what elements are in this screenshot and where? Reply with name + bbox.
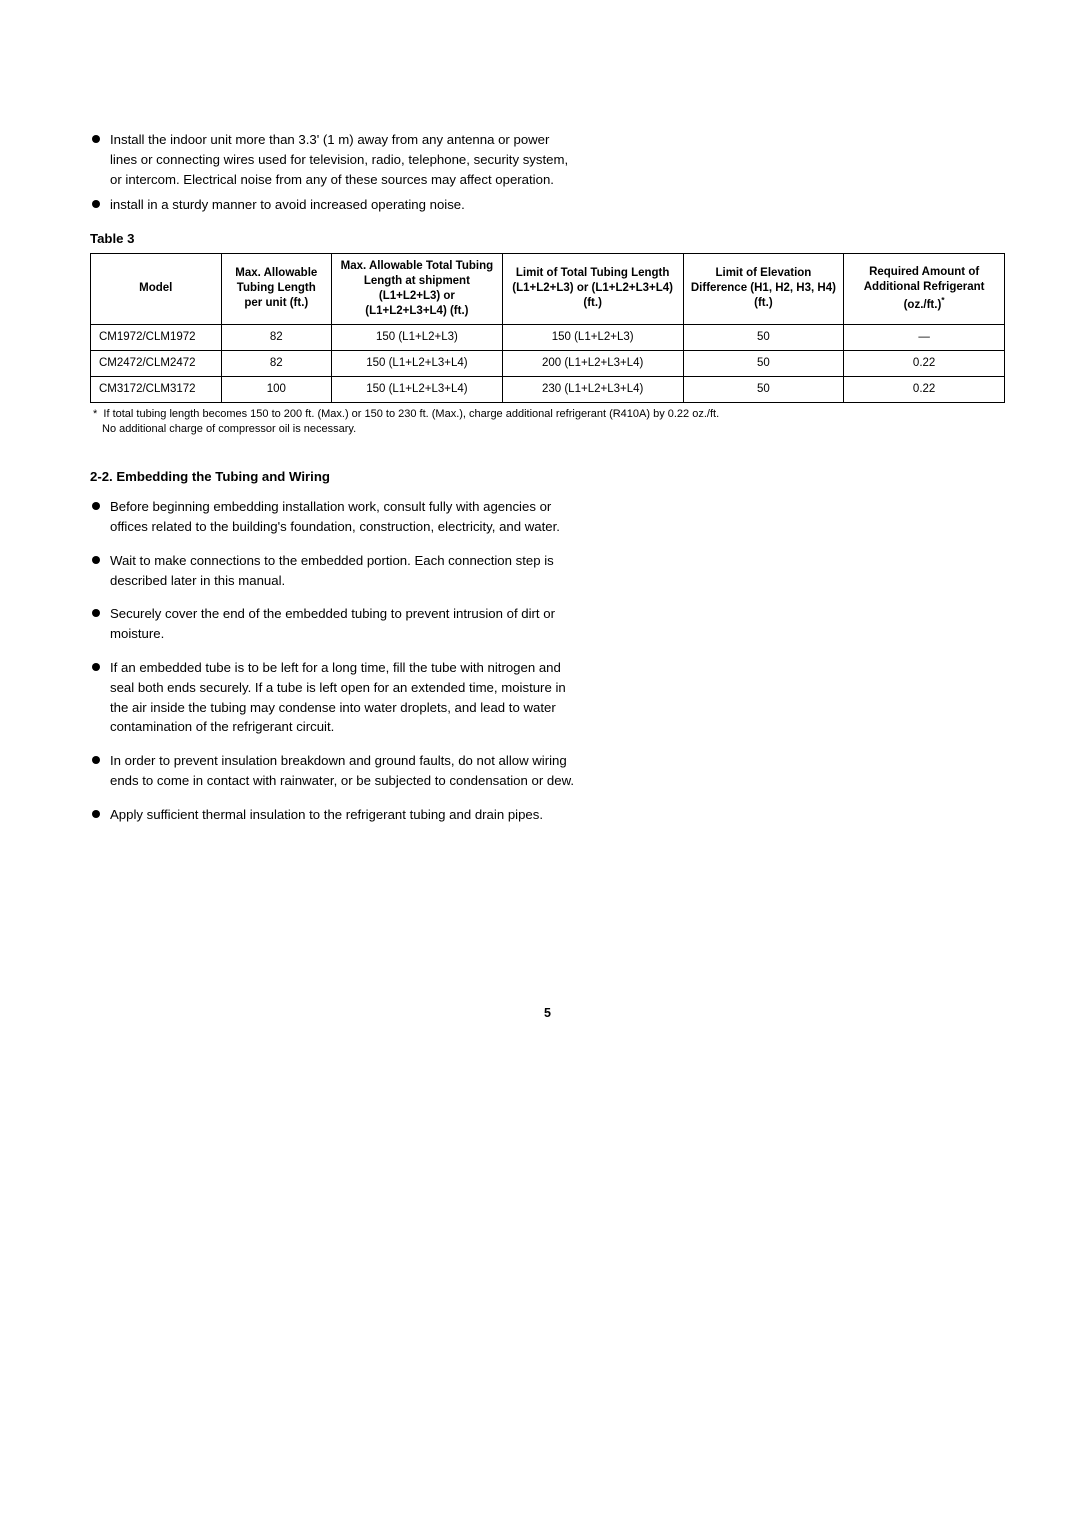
cell: 82: [221, 350, 331, 376]
cell: 100: [221, 376, 331, 402]
col-header: Limit of Total Tubing Length (L1+L2+L3) …: [502, 253, 683, 324]
footnote-text: No additional charge of compressor oil i…: [102, 423, 356, 435]
section-bullet-list: Before beginning embedding installation …: [90, 497, 580, 824]
list-item: Securely cover the end of the embedded t…: [90, 604, 580, 644]
cell: 230 (L1+L2+L3+L4): [502, 376, 683, 402]
footnote-text: If total tubing length becomes 150 to 20…: [103, 408, 719, 420]
cell: 150 (L1+L2+L3): [502, 324, 683, 350]
footnote-marker: *: [93, 408, 97, 420]
cell: 150 (L1+L2+L3+L4): [332, 350, 503, 376]
table-row: CM2472/CLM2472 82 150 (L1+L2+L3+L4) 200 …: [91, 350, 1005, 376]
list-item: Install the indoor unit more than 3.3' (…: [90, 130, 580, 189]
cell: 0.22: [844, 350, 1005, 376]
cell-model: CM2472/CLM2472: [91, 350, 222, 376]
list-item: In order to prevent insulation breakdown…: [90, 751, 580, 791]
table-row: CM1972/CLM1972 82 150 (L1+L2+L3) 150 (L1…: [91, 324, 1005, 350]
cell: 200 (L1+L2+L3+L4): [502, 350, 683, 376]
section-heading: 2-2. Embedding the Tubing and Wiring: [90, 467, 1005, 487]
table-footnote: * If total tubing length becomes 150 to …: [90, 407, 1005, 438]
page-number: 5: [90, 1004, 1005, 1023]
col-header: Limit of Elevation Difference (H1, H2, H…: [683, 253, 844, 324]
table-header-row: Model Max. Allowable Tubing Length per u…: [91, 253, 1005, 324]
table-row: CM3172/CLM3172 100 150 (L1+L2+L3+L4) 230…: [91, 376, 1005, 402]
top-bullet-list: Install the indoor unit more than 3.3' (…: [90, 130, 580, 215]
list-item: install in a sturdy manner to avoid incr…: [90, 195, 580, 215]
cell: 50: [683, 324, 844, 350]
list-item: If an embedded tube is to be left for a …: [90, 658, 580, 737]
cell: 82: [221, 324, 331, 350]
cell: 0.22: [844, 376, 1005, 402]
col-header: Required Amount of Additional Refrigeran…: [844, 253, 1005, 324]
list-item: Apply sufficient thermal insulation to t…: [90, 805, 580, 825]
cell: 150 (L1+L2+L3+L4): [332, 376, 503, 402]
cell-model: CM3172/CLM3172: [91, 376, 222, 402]
spec-table: Model Max. Allowable Tubing Length per u…: [90, 253, 1005, 403]
cell: 50: [683, 350, 844, 376]
list-item: Before beginning embedding installation …: [90, 497, 580, 537]
table-caption: Table 3: [90, 229, 1005, 249]
col-header: Max. Allowable Total Tubing Length at sh…: [332, 253, 503, 324]
cell: 50: [683, 376, 844, 402]
list-item: Wait to make connections to the embedded…: [90, 551, 580, 591]
cell: 150 (L1+L2+L3): [332, 324, 503, 350]
cell: —: [844, 324, 1005, 350]
col-header: Max. Allowable Tubing Length per unit (f…: [221, 253, 331, 324]
col-header: Model: [91, 253, 222, 324]
cell-model: CM1972/CLM1972: [91, 324, 222, 350]
